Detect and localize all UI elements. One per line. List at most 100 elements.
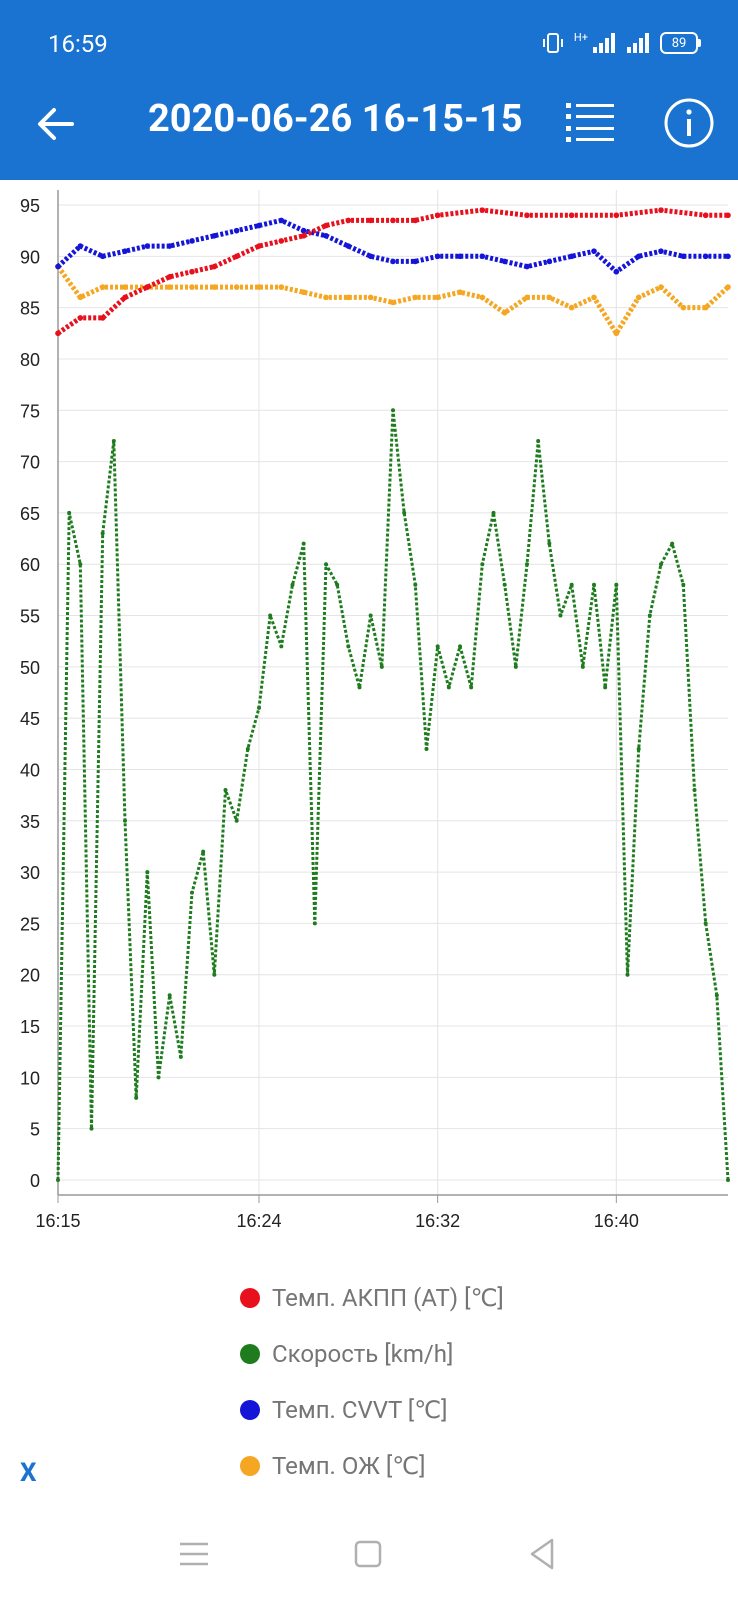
data-point xyxy=(156,1075,161,1080)
y-tick-label: 10 xyxy=(20,1068,40,1088)
data-point xyxy=(111,439,116,444)
data-point xyxy=(614,582,619,587)
data-point xyxy=(434,253,441,260)
data-point xyxy=(479,294,486,301)
data-point xyxy=(536,439,541,444)
data-point xyxy=(591,294,597,301)
data-point xyxy=(402,510,407,515)
data-point xyxy=(692,788,697,792)
vibrate-icon xyxy=(542,33,563,53)
data-point xyxy=(390,217,396,224)
data-point xyxy=(714,993,719,998)
y-tick-label: 35 xyxy=(20,812,40,832)
data-point xyxy=(457,289,463,296)
x-tick-label: 16:24 xyxy=(236,1211,281,1231)
legend-item-cvvt: Темп. CVVT [℃] xyxy=(240,1382,504,1438)
data-point xyxy=(190,890,194,895)
data-point xyxy=(77,294,84,301)
data-point xyxy=(166,243,173,249)
data-point xyxy=(603,685,608,690)
data-point xyxy=(703,921,708,926)
data-point xyxy=(323,232,329,239)
data-point xyxy=(568,212,575,219)
y-tick-label: 55 xyxy=(20,607,40,627)
x-toggle-button[interactable]: X xyxy=(20,1458,37,1488)
data-point xyxy=(78,562,83,567)
data-point xyxy=(122,284,128,290)
data-point xyxy=(166,274,173,280)
y-tick-label: 65 xyxy=(20,504,40,524)
data-point xyxy=(256,284,262,290)
data-point xyxy=(412,294,419,301)
home-icon[interactable] xyxy=(346,1532,390,1576)
data-point xyxy=(55,263,61,270)
data-point xyxy=(726,1178,730,1182)
data-point xyxy=(391,408,395,413)
data-point xyxy=(546,294,553,301)
data-point xyxy=(670,541,675,546)
x-tick-label: 16:40 xyxy=(594,1211,639,1231)
data-point xyxy=(312,921,317,926)
data-point xyxy=(725,253,731,260)
page-title: 2020-06-26 16-15-15 xyxy=(148,97,523,141)
data-point xyxy=(457,253,463,260)
y-tick-label: 95 xyxy=(20,196,40,216)
y-tick-label: 50 xyxy=(20,658,40,678)
legend-item-akpp: Темп. АКПП (AT) [℃] xyxy=(240,1270,504,1326)
data-point xyxy=(546,258,553,265)
data-point xyxy=(123,818,127,823)
network-type: H+ xyxy=(573,30,588,44)
data-point xyxy=(189,284,195,290)
data-point xyxy=(301,541,306,546)
data-point xyxy=(658,284,664,290)
data-point xyxy=(592,582,596,587)
legend-label: Темп. ОЖ [℃] xyxy=(272,1452,426,1480)
data-point xyxy=(680,304,687,311)
data-point xyxy=(166,284,173,290)
data-point xyxy=(257,705,261,710)
list-icon[interactable] xyxy=(566,100,616,146)
legend-item-coolant: Темп. ОЖ [℃] xyxy=(240,1438,504,1494)
data-point xyxy=(211,284,218,290)
data-point xyxy=(568,253,575,260)
data-point xyxy=(89,1126,94,1131)
data-point xyxy=(479,253,486,260)
data-point xyxy=(491,510,496,515)
status-time: 16:59 xyxy=(48,30,108,58)
data-point xyxy=(469,685,474,690)
data-point xyxy=(702,212,709,219)
legend-label: Скорость [km/h] xyxy=(272,1340,454,1368)
data-point xyxy=(189,238,195,244)
data-point xyxy=(268,613,273,618)
back-icon[interactable] xyxy=(520,1532,564,1576)
legend-dot xyxy=(240,1456,260,1476)
data-point xyxy=(335,582,340,587)
data-point xyxy=(502,582,507,587)
data-point xyxy=(256,243,262,249)
data-point xyxy=(613,268,620,275)
x-tick-label: 16:32 xyxy=(415,1211,460,1231)
data-point xyxy=(658,207,664,213)
y-tick-label: 30 xyxy=(20,863,40,883)
arrow-left-icon[interactable] xyxy=(34,102,78,146)
data-point xyxy=(99,253,106,260)
status-icons: H+ 89 xyxy=(542,28,701,58)
data-point xyxy=(145,870,150,875)
data-point xyxy=(99,284,106,290)
data-point xyxy=(636,746,641,751)
line-chart[interactable]: 9590858075706560555045403530252015105016… xyxy=(0,180,738,1240)
data-point xyxy=(524,212,530,219)
data-point xyxy=(413,582,418,587)
data-point xyxy=(323,294,329,301)
data-point xyxy=(379,664,384,669)
data-point xyxy=(367,294,374,301)
data-point xyxy=(100,531,105,536)
menu-icon[interactable] xyxy=(172,1532,216,1576)
legend-dot xyxy=(240,1400,260,1420)
legend-item-speed: Скорость [km/h] xyxy=(240,1326,504,1382)
info-icon[interactable] xyxy=(664,98,714,148)
y-tick-label: 70 xyxy=(20,453,40,473)
data-point xyxy=(681,582,686,587)
data-point xyxy=(367,253,374,260)
system-nav-bar xyxy=(0,1510,738,1600)
